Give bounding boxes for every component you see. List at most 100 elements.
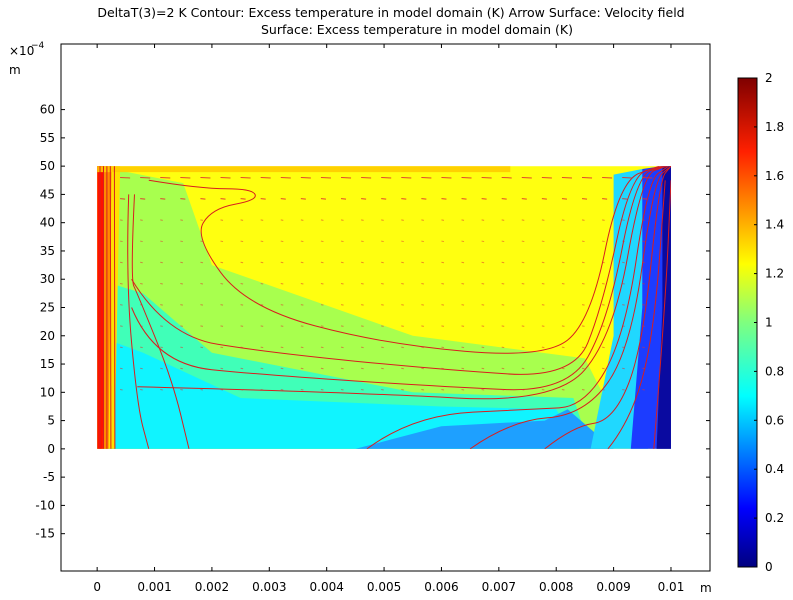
- contour-line-3: [109, 166, 112, 449]
- velocity-arrow: [381, 367, 384, 370]
- velocity-arrow: [140, 389, 143, 391]
- contour-line-15: [653, 180, 671, 449]
- velocity-arrow: [541, 261, 545, 264]
- velocity-arrow: [280, 240, 284, 243]
- velocity-arrow: [361, 325, 364, 327]
- velocity-arrow: [220, 240, 224, 243]
- velocity-arrow: [642, 261, 645, 264]
- velocity-arrow: [541, 282, 545, 285]
- velocity-arrow: [521, 367, 525, 370]
- velocity-arrow: [340, 219, 344, 221]
- velocity-arrow: [140, 367, 143, 370]
- velocity-arrow: [501, 282, 505, 285]
- x-tick-label: 0.003: [252, 580, 286, 594]
- velocity-arrow: [361, 304, 364, 306]
- velocity-arrows: [120, 176, 653, 391]
- velocity-arrow: [581, 346, 585, 349]
- velocity-arrow: [622, 240, 625, 243]
- velocity-arrow: [541, 367, 545, 370]
- velocity-arrow: [180, 240, 183, 243]
- velocity-arrow: [561, 346, 565, 349]
- chart-title-line1: DeltaT(3)=2 K Contour: Excess temperatur…: [97, 5, 684, 20]
- velocity-arrow: [120, 346, 123, 349]
- velocity-arrow: [501, 240, 505, 243]
- velocity-arrow: [401, 304, 404, 306]
- velocity-arrow: [120, 176, 131, 179]
- velocity-arrow: [401, 367, 404, 370]
- temperature-contours: [99, 166, 671, 449]
- velocity-arrow: [602, 346, 605, 349]
- y-scale-factor: ×10 −4 m: [9, 41, 45, 77]
- velocity-arrow: [140, 325, 143, 327]
- velocity-arrow: [581, 389, 585, 391]
- velocity-arrow: [220, 261, 224, 264]
- velocity-arrow: [421, 261, 424, 264]
- x-unit: m: [700, 581, 712, 595]
- y-tick-label: 25: [40, 301, 55, 315]
- contour-line-8: [131, 166, 663, 375]
- x-tick-label: 0.001: [137, 580, 171, 594]
- velocity-arrow: [200, 219, 204, 221]
- y-tick-label: 35: [40, 244, 55, 258]
- velocity-arrow: [320, 282, 324, 285]
- velocity-arrow: [421, 389, 424, 391]
- velocity-arrow: [602, 389, 605, 391]
- velocity-arrow: [340, 198, 347, 200]
- velocity-arrow: [361, 261, 364, 264]
- velocity-arrow: [481, 304, 485, 306]
- velocity-arrow: [401, 261, 404, 264]
- velocity-arrow: [381, 325, 384, 327]
- velocity-arrow: [180, 304, 183, 306]
- velocity-arrow: [120, 304, 123, 306]
- velocity-arrow: [541, 389, 545, 391]
- velocity-arrow: [160, 176, 171, 179]
- y-axis: -15 -10 -5 0 5 10 15 20 25 30 35 40 45 50 55 60: [35, 103, 710, 541]
- x-tick-label: 0.009: [596, 580, 630, 594]
- velocity-arrow: [642, 198, 648, 200]
- velocity-arrow: [160, 240, 163, 243]
- velocity-arrow: [581, 240, 585, 243]
- velocity-arrow: [401, 389, 404, 391]
- velocity-arrow: [180, 367, 183, 370]
- velocity-arrow: [160, 304, 163, 306]
- velocity-arrow: [561, 240, 565, 243]
- velocity-arrow: [581, 261, 585, 264]
- velocity-arrow: [642, 304, 645, 306]
- velocity-arrow: [381, 176, 392, 179]
- velocity-arrow: [260, 198, 266, 200]
- velocity-arrow: [521, 325, 525, 327]
- velocity-arrow: [461, 389, 465, 391]
- velocity-arrow: [441, 219, 445, 221]
- velocity-arrow: [541, 198, 547, 200]
- velocity-arrow: [120, 198, 126, 200]
- velocity-arrow: [200, 346, 204, 349]
- velocity-arrow: [581, 304, 585, 306]
- velocity-arrow: [622, 325, 625, 327]
- velocity-arrow: [160, 261, 163, 264]
- velocity-arrow: [140, 219, 143, 221]
- velocity-arrow: [642, 389, 645, 391]
- velocity-arrow: [561, 176, 572, 179]
- velocity-arrow: [280, 346, 284, 349]
- velocity-arrow: [320, 198, 326, 200]
- velocity-arrow: [240, 282, 244, 285]
- velocity-arrow: [481, 176, 492, 179]
- velocity-arrow: [381, 219, 384, 221]
- velocity-arrow: [240, 389, 244, 391]
- velocity-arrow: [300, 198, 306, 200]
- velocity-arrow: [581, 325, 585, 327]
- velocity-arrow: [461, 367, 465, 370]
- velocity-arrow: [140, 282, 143, 285]
- velocity-arrow: [381, 346, 384, 349]
- velocity-arrow: [180, 282, 183, 285]
- velocity-arrow: [200, 198, 206, 200]
- velocity-arrow: [300, 325, 304, 327]
- colorbar-tick-label: 0: [765, 560, 773, 574]
- velocity-arrow: [381, 198, 387, 200]
- velocity-arrow: [421, 219, 424, 221]
- velocity-arrow: [320, 346, 324, 349]
- velocity-arrow: [521, 389, 525, 391]
- velocity-arrow: [120, 367, 123, 370]
- velocity-arrow: [501, 346, 505, 349]
